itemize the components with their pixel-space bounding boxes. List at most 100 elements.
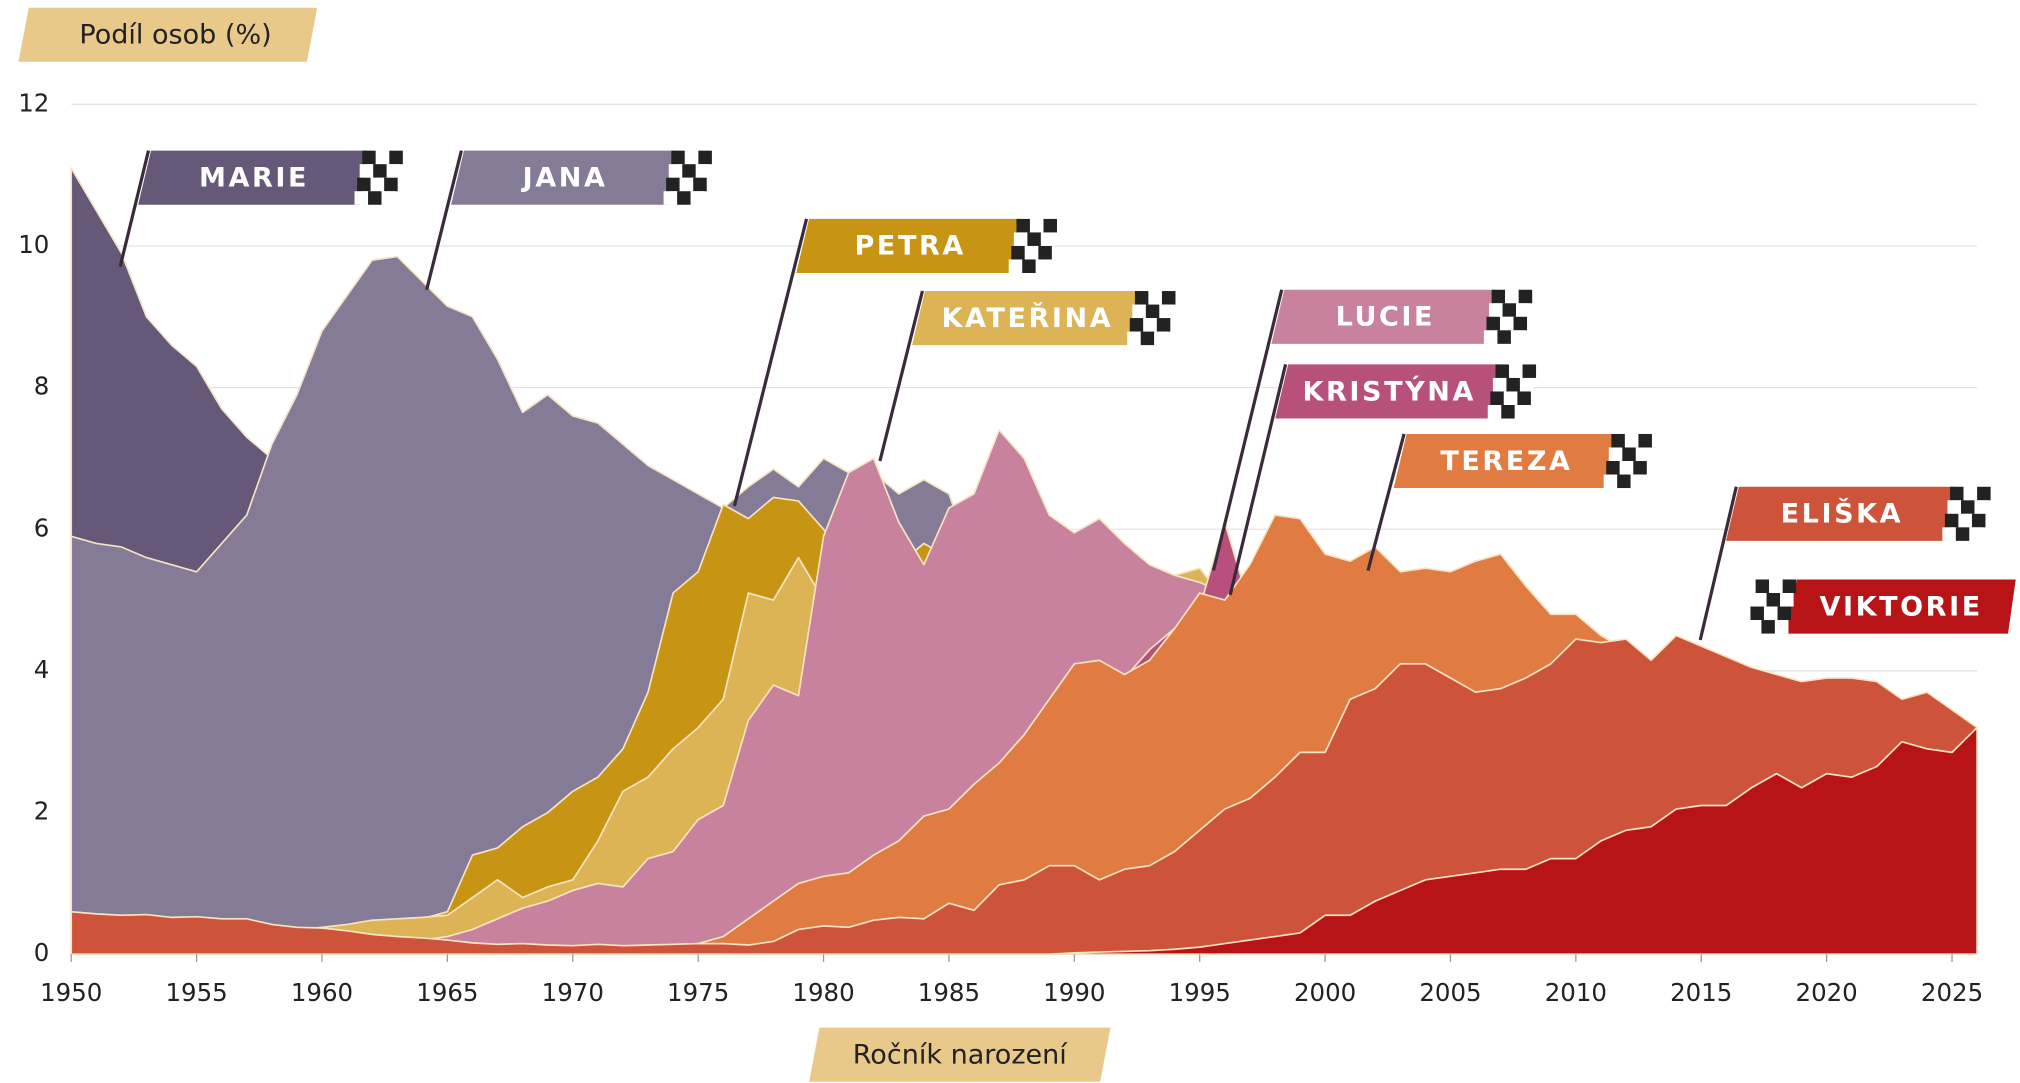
checker — [1603, 433, 1652, 489]
checker-cell — [354, 191, 369, 205]
flag-label: JANA — [521, 162, 608, 193]
y-tick-label: 2 — [34, 797, 50, 826]
flag-label: VIKTORIE — [1819, 591, 1982, 622]
flag — [451, 150, 677, 205]
checker-cell — [1755, 579, 1770, 594]
checker-cell — [1134, 291, 1149, 305]
checker-cell — [1022, 259, 1036, 274]
checker-cell — [1486, 316, 1500, 331]
checker-cell — [362, 150, 376, 165]
checker-cell — [1490, 391, 1504, 405]
checker-cell — [386, 164, 401, 178]
checker-cell — [368, 191, 382, 205]
checker — [1483, 289, 1533, 344]
checker-cell — [1977, 486, 1991, 501]
flag-label: KATEŘINA — [942, 302, 1114, 334]
flag-label: KRISTÝNA — [1303, 375, 1476, 407]
checker-cell — [1011, 245, 1025, 260]
checker-cell — [663, 191, 678, 205]
x-tick-label: 2020 — [1796, 978, 1858, 1007]
x-tick-label: 1950 — [40, 978, 102, 1007]
checker-cell — [1971, 513, 1986, 528]
checker-cell — [1753, 593, 1767, 607]
checker-cell — [679, 177, 694, 192]
checker-cell — [671, 150, 685, 165]
x-tick-label: 1970 — [542, 978, 604, 1007]
x-tick-label: 1975 — [667, 978, 729, 1007]
checker-cell — [690, 191, 705, 205]
checker-cell — [1502, 303, 1517, 317]
checker-cell — [1148, 291, 1162, 305]
checker-cell — [1517, 391, 1531, 405]
checker-cell — [1763, 606, 1778, 621]
x-tick-label: 2010 — [1545, 978, 1607, 1007]
flag-pole — [1211, 289, 1284, 571]
checker-cell — [1955, 527, 1970, 541]
checker-cell — [1969, 527, 1983, 541]
checker-cell — [1024, 245, 1039, 260]
checker-cell — [1942, 527, 1956, 541]
checker-cell — [695, 164, 710, 178]
checker-cell — [1513, 316, 1528, 331]
checker-cell — [359, 164, 374, 178]
checker-cell — [1035, 259, 1050, 274]
x-tick-label: 1990 — [1043, 978, 1105, 1007]
y-tick-label: 12 — [18, 88, 49, 117]
checker-cell — [1974, 500, 1989, 514]
flag — [796, 218, 1022, 274]
y-tick-label: 8 — [34, 372, 50, 401]
checker-cell — [1750, 606, 1764, 621]
checker-cell — [1038, 245, 1052, 260]
checker-cell — [1491, 289, 1506, 304]
checker-cell — [1619, 461, 1634, 475]
checker-cell — [1156, 318, 1171, 332]
checker-cell — [1043, 218, 1058, 233]
checker-cell — [1510, 330, 1525, 344]
x-tick-label: 2025 — [1921, 978, 1983, 1007]
checker-cell — [1489, 303, 1503, 317]
checker-cell — [666, 177, 680, 192]
checker-cell — [1040, 232, 1055, 246]
checker-cell — [1132, 304, 1146, 319]
flag-pole — [1366, 433, 1406, 571]
checker-cell — [373, 164, 387, 178]
flag — [1725, 486, 1956, 541]
checker — [354, 150, 403, 205]
checker — [1008, 218, 1058, 274]
x-tick-label: 1960 — [291, 978, 353, 1007]
checker-cell — [1519, 377, 1534, 392]
checker-cell — [1950, 486, 1964, 501]
flag — [1275, 364, 1501, 419]
flag-pole — [1698, 486, 1738, 641]
areas — [70, 167, 1978, 956]
checker-cell — [1961, 500, 1975, 514]
checker — [663, 150, 712, 205]
checker-cell — [1603, 474, 1618, 489]
checker-cell — [1161, 291, 1176, 305]
checker-cell — [1611, 433, 1625, 448]
flags: MARIE JANA PETRA KATEŘINA LUCIE KRISTÝNA TEREZ… — [118, 150, 2016, 641]
checker-cell — [1761, 620, 1775, 634]
checker-cell — [1501, 404, 1515, 419]
checker-cell — [1016, 218, 1030, 233]
flag-label: LUCIE — [1336, 302, 1435, 333]
checker-cell — [698, 150, 712, 165]
flag-pole — [1228, 364, 1288, 596]
checker-cell — [1509, 364, 1523, 378]
checker-cell — [1027, 232, 1041, 246]
checker-cell — [1499, 316, 1514, 331]
y-tick-label: 4 — [34, 655, 50, 684]
axes: 0 2 4 6 8 10 12 1950 1955 1960 1965 1970 1975 1980 198… — [18, 88, 1983, 1007]
checker-cell — [1008, 259, 1023, 274]
checker-cell — [1140, 331, 1155, 346]
checker-cell — [1522, 364, 1537, 378]
checker-cell — [1782, 579, 1797, 594]
checker-cell — [1958, 513, 1972, 528]
flag — [1271, 289, 1497, 344]
checker-cell — [1159, 304, 1173, 319]
x-tick-label: 1965 — [416, 978, 478, 1007]
flag-pole — [425, 150, 463, 291]
checker-cell — [381, 191, 396, 205]
checker-cell — [1483, 330, 1498, 344]
checker-cell — [1492, 377, 1507, 392]
